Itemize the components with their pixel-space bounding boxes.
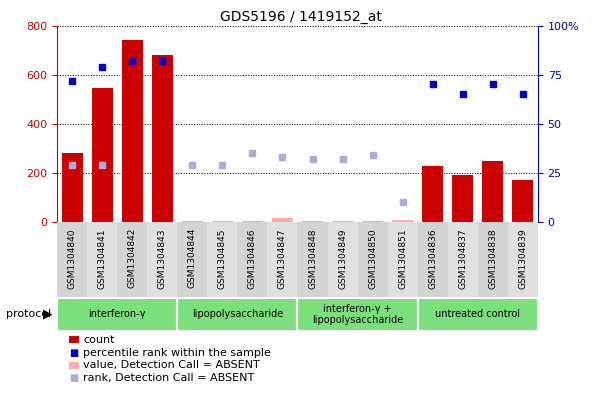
Text: GSM1304846: GSM1304846 xyxy=(248,228,257,288)
Bar xyxy=(147,222,177,297)
Text: GSM1304851: GSM1304851 xyxy=(398,228,407,288)
Text: GSM1304840: GSM1304840 xyxy=(68,228,76,288)
Bar xyxy=(418,222,448,297)
Bar xyxy=(272,219,293,222)
Bar xyxy=(237,222,267,297)
Text: protocol: protocol xyxy=(6,309,51,320)
Text: percentile rank within the sample: percentile rank within the sample xyxy=(83,347,271,358)
Bar xyxy=(388,222,418,297)
Text: GSM1304848: GSM1304848 xyxy=(308,228,317,288)
Bar xyxy=(87,222,117,297)
Bar xyxy=(177,298,297,331)
Bar xyxy=(57,222,87,297)
Bar xyxy=(177,222,207,297)
Text: GSM1304849: GSM1304849 xyxy=(338,228,347,288)
Text: GSM1304850: GSM1304850 xyxy=(368,228,377,288)
Bar xyxy=(91,88,113,222)
Text: lipopolysaccharide: lipopolysaccharide xyxy=(192,309,283,320)
Bar xyxy=(207,222,237,297)
Bar xyxy=(453,175,474,222)
Bar xyxy=(362,221,383,222)
Bar xyxy=(418,298,538,331)
Text: rank, Detection Call = ABSENT: rank, Detection Call = ABSENT xyxy=(83,373,254,383)
Bar xyxy=(182,221,203,222)
Text: GSM1304842: GSM1304842 xyxy=(128,228,136,288)
Text: ■: ■ xyxy=(69,347,79,358)
Text: count: count xyxy=(83,335,114,345)
Text: GSM1304841: GSM1304841 xyxy=(98,228,106,288)
Text: GSM1304839: GSM1304839 xyxy=(519,228,527,288)
Bar xyxy=(448,222,478,297)
Bar xyxy=(121,40,143,222)
Bar xyxy=(512,180,534,222)
Text: ■: ■ xyxy=(69,373,79,383)
Text: GSM1304843: GSM1304843 xyxy=(158,228,166,288)
Bar xyxy=(328,222,358,297)
Text: GDS5196 / 1419152_at: GDS5196 / 1419152_at xyxy=(219,10,382,24)
Bar xyxy=(62,153,83,222)
Bar xyxy=(392,220,413,222)
Text: untreated control: untreated control xyxy=(435,309,520,320)
Text: value, Detection Call = ABSENT: value, Detection Call = ABSENT xyxy=(83,360,260,370)
Text: interferon-γ: interferon-γ xyxy=(88,309,146,320)
Bar xyxy=(358,222,388,297)
Text: ▶: ▶ xyxy=(43,308,52,321)
Bar xyxy=(482,161,503,222)
Bar xyxy=(151,55,173,222)
Bar xyxy=(297,222,328,297)
Bar xyxy=(332,221,353,222)
Bar xyxy=(267,222,297,297)
Text: GSM1304844: GSM1304844 xyxy=(188,228,197,288)
Bar xyxy=(297,298,418,331)
Text: GSM1304836: GSM1304836 xyxy=(429,228,437,288)
Text: GSM1304837: GSM1304837 xyxy=(459,228,467,288)
Bar xyxy=(212,221,233,222)
Bar xyxy=(302,221,323,222)
Bar xyxy=(422,165,443,222)
Bar xyxy=(508,222,538,297)
Bar xyxy=(57,298,177,331)
Bar xyxy=(242,221,263,222)
Text: GSM1304847: GSM1304847 xyxy=(278,228,287,288)
Text: GSM1304845: GSM1304845 xyxy=(218,228,227,288)
Text: interferon-γ +
lipopolysaccharide: interferon-γ + lipopolysaccharide xyxy=(312,304,403,325)
Text: GSM1304838: GSM1304838 xyxy=(489,228,497,288)
Bar xyxy=(117,222,147,297)
Bar xyxy=(478,222,508,297)
